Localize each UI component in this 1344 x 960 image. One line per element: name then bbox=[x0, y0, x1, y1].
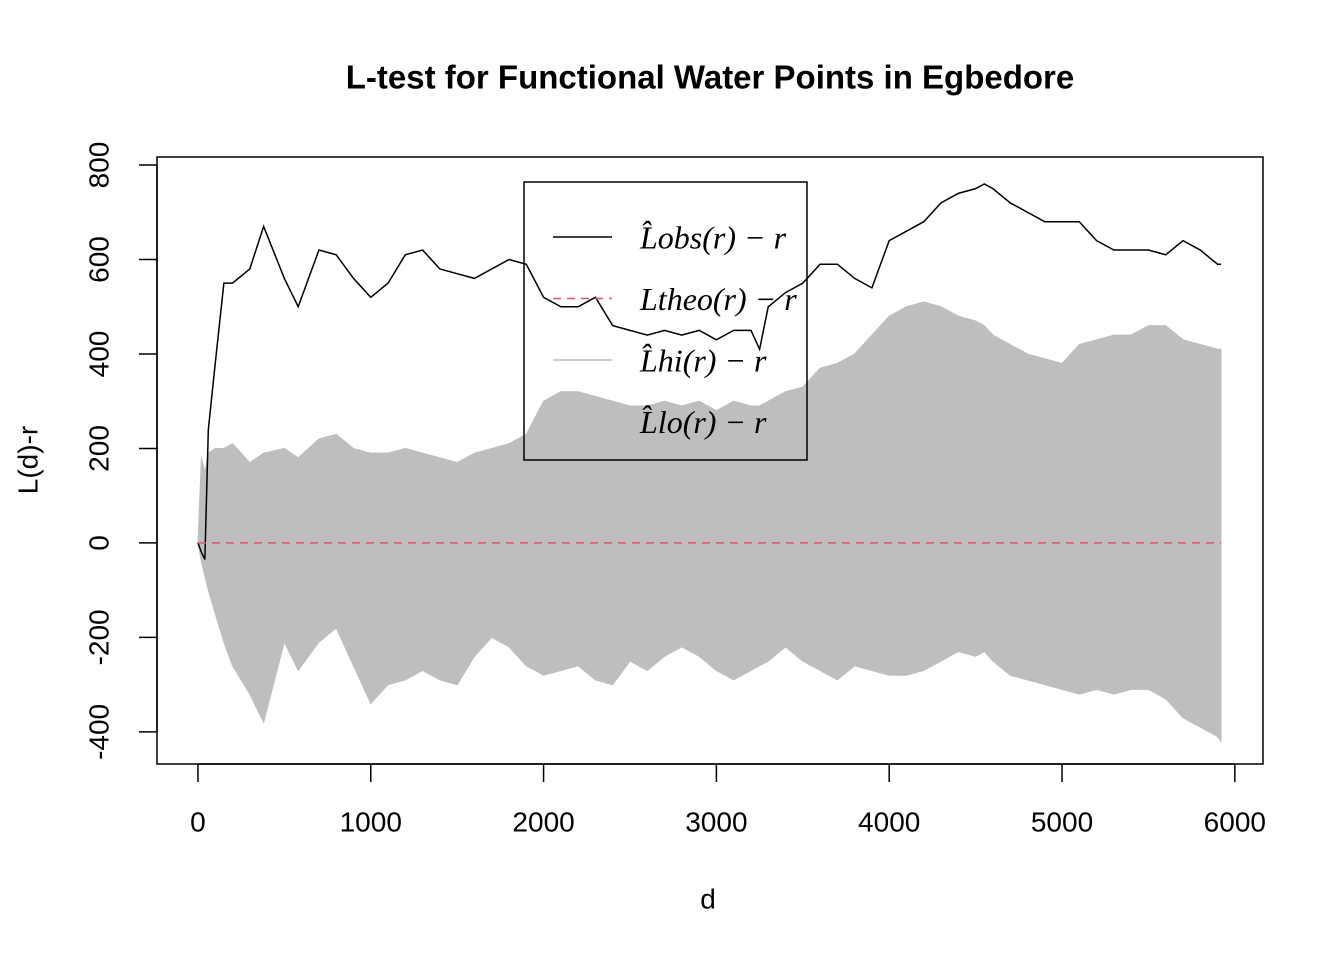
x-tick-label: 4000 bbox=[858, 806, 920, 837]
y-tick-label: 800 bbox=[83, 142, 114, 189]
y-tick-label: -200 bbox=[83, 609, 114, 665]
legend-label: L̂hi(r) − r bbox=[639, 342, 767, 378]
envelope-area bbox=[197, 301, 1222, 544]
x-tick-label: 1000 bbox=[340, 806, 402, 837]
x-axis-title: d bbox=[700, 883, 716, 914]
y-tick-label: 0 bbox=[83, 535, 114, 551]
legend-label: L̂obs(r) − r bbox=[639, 219, 787, 255]
x-tick-label: 0 bbox=[190, 806, 206, 837]
legend-label: Ltheo(r) − r bbox=[639, 281, 797, 317]
y-tick-label: -400 bbox=[83, 704, 114, 760]
x-tick-label: 2000 bbox=[512, 806, 574, 837]
x-tick-label: 3000 bbox=[685, 806, 747, 837]
x-tick-label: 6000 bbox=[1204, 806, 1266, 837]
y-tick-label: 400 bbox=[83, 331, 114, 378]
x-tick-label: 5000 bbox=[1031, 806, 1093, 837]
y-tick-label: 600 bbox=[83, 236, 114, 283]
y-tick-label: 200 bbox=[83, 425, 114, 472]
envelope-area bbox=[197, 542, 1222, 743]
legend-box bbox=[523, 181, 808, 461]
line bbox=[197, 183, 1222, 560]
legend-label: L̂lo(r) − r bbox=[639, 404, 767, 440]
chart-title: L-test for Functional Water Points in Eg… bbox=[346, 59, 1074, 96]
y-axis-title: L(d)-r bbox=[12, 426, 43, 494]
